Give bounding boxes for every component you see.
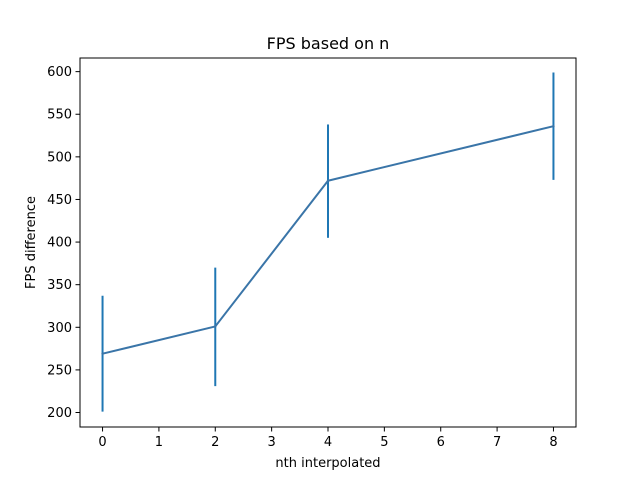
x-tick-label: 7 bbox=[493, 435, 501, 450]
y-tick-label: 550 bbox=[47, 108, 72, 123]
data-point bbox=[552, 124, 555, 128]
x-tick-label: 1 bbox=[155, 435, 163, 450]
y-tick-label: 300 bbox=[47, 321, 72, 336]
y-tick-label: 350 bbox=[47, 278, 72, 293]
plot-area bbox=[101, 72, 555, 412]
x-axis: 0 1 2 3 4 5 6 7 8 bbox=[98, 427, 558, 450]
y-tick-label: 400 bbox=[47, 236, 72, 251]
x-tick-label: 0 bbox=[98, 435, 106, 450]
x-tick-label: 6 bbox=[437, 435, 445, 450]
x-tick-label: 2 bbox=[211, 435, 219, 450]
y-axis-label: FPS difference bbox=[24, 196, 39, 289]
axes-frame bbox=[79, 57, 577, 428]
y-tick-label: 500 bbox=[47, 150, 72, 165]
y-tick-label: 600 bbox=[47, 65, 72, 80]
x-tick-label: 5 bbox=[380, 435, 388, 450]
x-tick-label: 8 bbox=[549, 435, 557, 450]
y-tick-label: 450 bbox=[47, 193, 72, 208]
y-tick-label: 250 bbox=[47, 363, 72, 378]
data-point bbox=[101, 352, 104, 355]
y-axis: 200 250 300 350 400 450 500 550 600 bbox=[47, 65, 80, 421]
data-point bbox=[214, 325, 217, 328]
x-tick-label: 4 bbox=[324, 435, 332, 450]
y-tick-label: 200 bbox=[47, 406, 72, 421]
x-tick-label: 3 bbox=[267, 435, 275, 450]
series-line bbox=[102, 125, 554, 355]
data-point bbox=[326, 179, 330, 182]
x-axis-label: nth interpolated bbox=[275, 456, 380, 471]
chart-title: FPS based on n bbox=[267, 34, 390, 53]
